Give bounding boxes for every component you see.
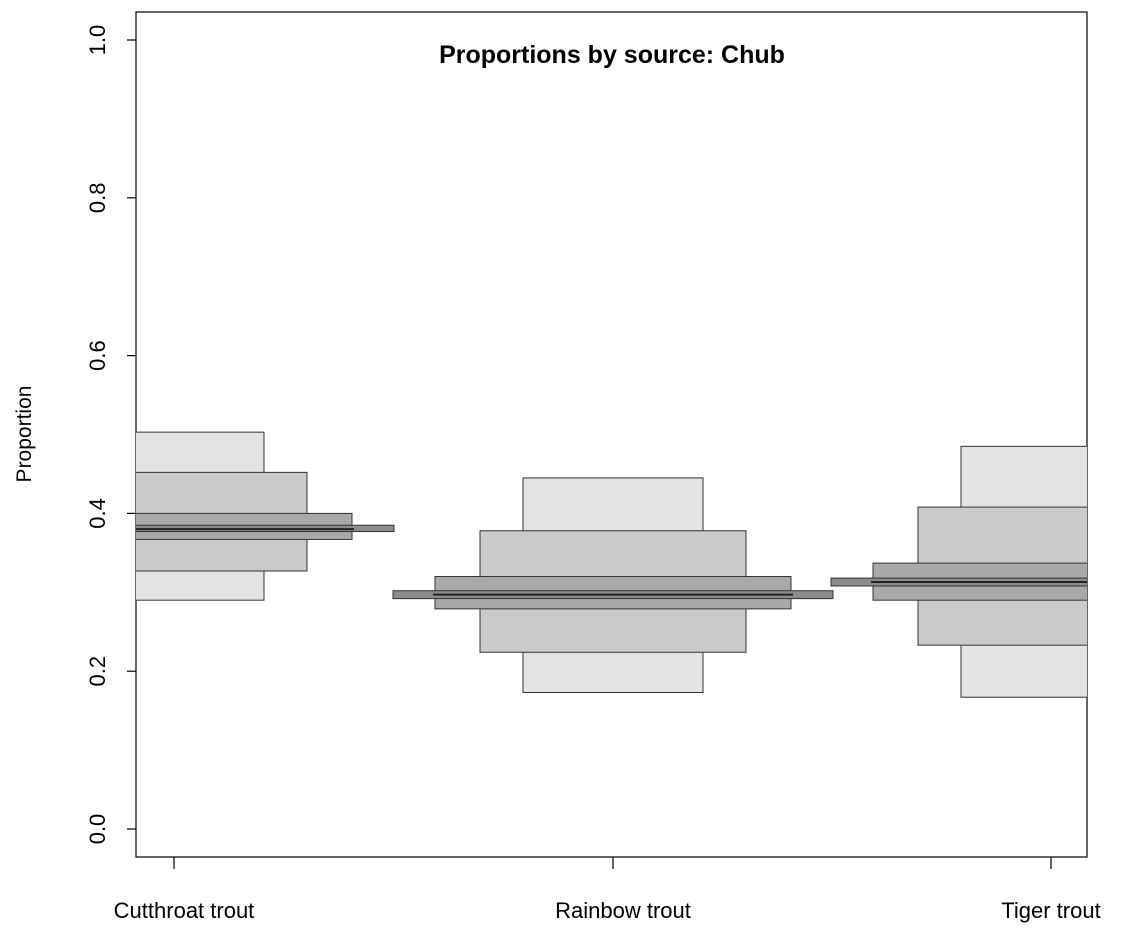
x-axis: Cutthroat trout Rainbow trout Tiger trout: [114, 857, 1101, 923]
plot-frame: [135, 11, 1088, 858]
y-axis: 0.0 0.2 0.4 0.6 0.8 1.0: [85, 25, 136, 845]
y-tick-label: 0.2: [85, 656, 110, 687]
x-tick-label: Rainbow trout: [555, 898, 691, 923]
y-tick-label: 1.0: [85, 25, 110, 56]
interval-marks: [136, 431, 1087, 698]
y-axis-label: Proportion: [13, 386, 36, 483]
x-tick-label: Tiger trout: [1001, 898, 1100, 923]
y-tick-label: 0.4: [85, 498, 110, 529]
interval-group: [136, 431, 1087, 698]
y-tick-label: 0.6: [85, 340, 110, 371]
y-tick-label: 0.8: [85, 183, 110, 214]
chart-title: Proportions by source: Chub: [439, 41, 785, 69]
y-tick-label: 0.0: [85, 814, 110, 845]
x-tick-label: Cutthroat trout: [114, 898, 255, 923]
